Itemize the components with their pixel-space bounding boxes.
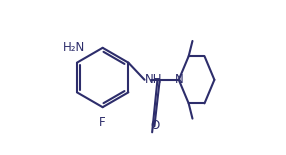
Text: NH: NH — [145, 73, 163, 86]
Text: F: F — [99, 116, 106, 129]
Text: O: O — [150, 119, 160, 132]
Text: N: N — [174, 73, 183, 86]
Text: H₂N: H₂N — [63, 40, 85, 53]
